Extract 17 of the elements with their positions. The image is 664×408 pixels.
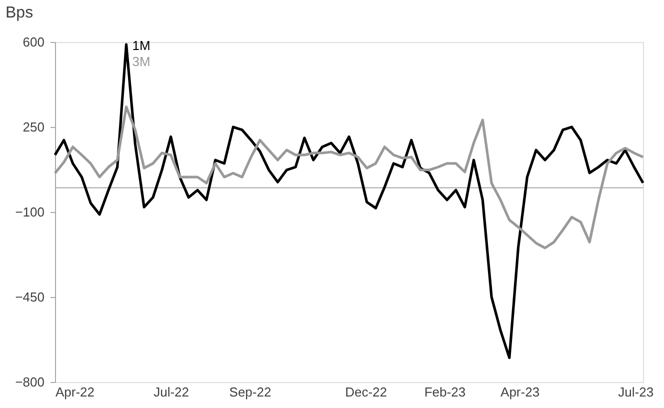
text: 3M	[132, 54, 150, 69]
series-label: 1M	[132, 38, 150, 53]
line-series	[54, 106, 644, 250]
x-tick-label: Feb-23	[424, 384, 466, 400]
x-tick-label: Dec-22	[345, 384, 388, 400]
y-tick-label: −450	[15, 290, 44, 304]
x-tick-label: Apr-22	[56, 384, 95, 400]
x-tick-label: Sep-22	[229, 384, 272, 400]
y-tick-label: −800	[15, 374, 44, 390]
line-series	[54, 43, 644, 360]
y-tick-label: 600	[22, 34, 44, 50]
y-axis-title: Bps	[6, 4, 34, 22]
y-tick-label: 250	[22, 120, 44, 134]
x-tick-label: Apr-23	[500, 384, 540, 400]
y-tick-label: −100	[15, 204, 44, 220]
x-tick-label: Jul-22	[154, 384, 190, 400]
x-tick-label: Jul-23	[618, 384, 654, 400]
